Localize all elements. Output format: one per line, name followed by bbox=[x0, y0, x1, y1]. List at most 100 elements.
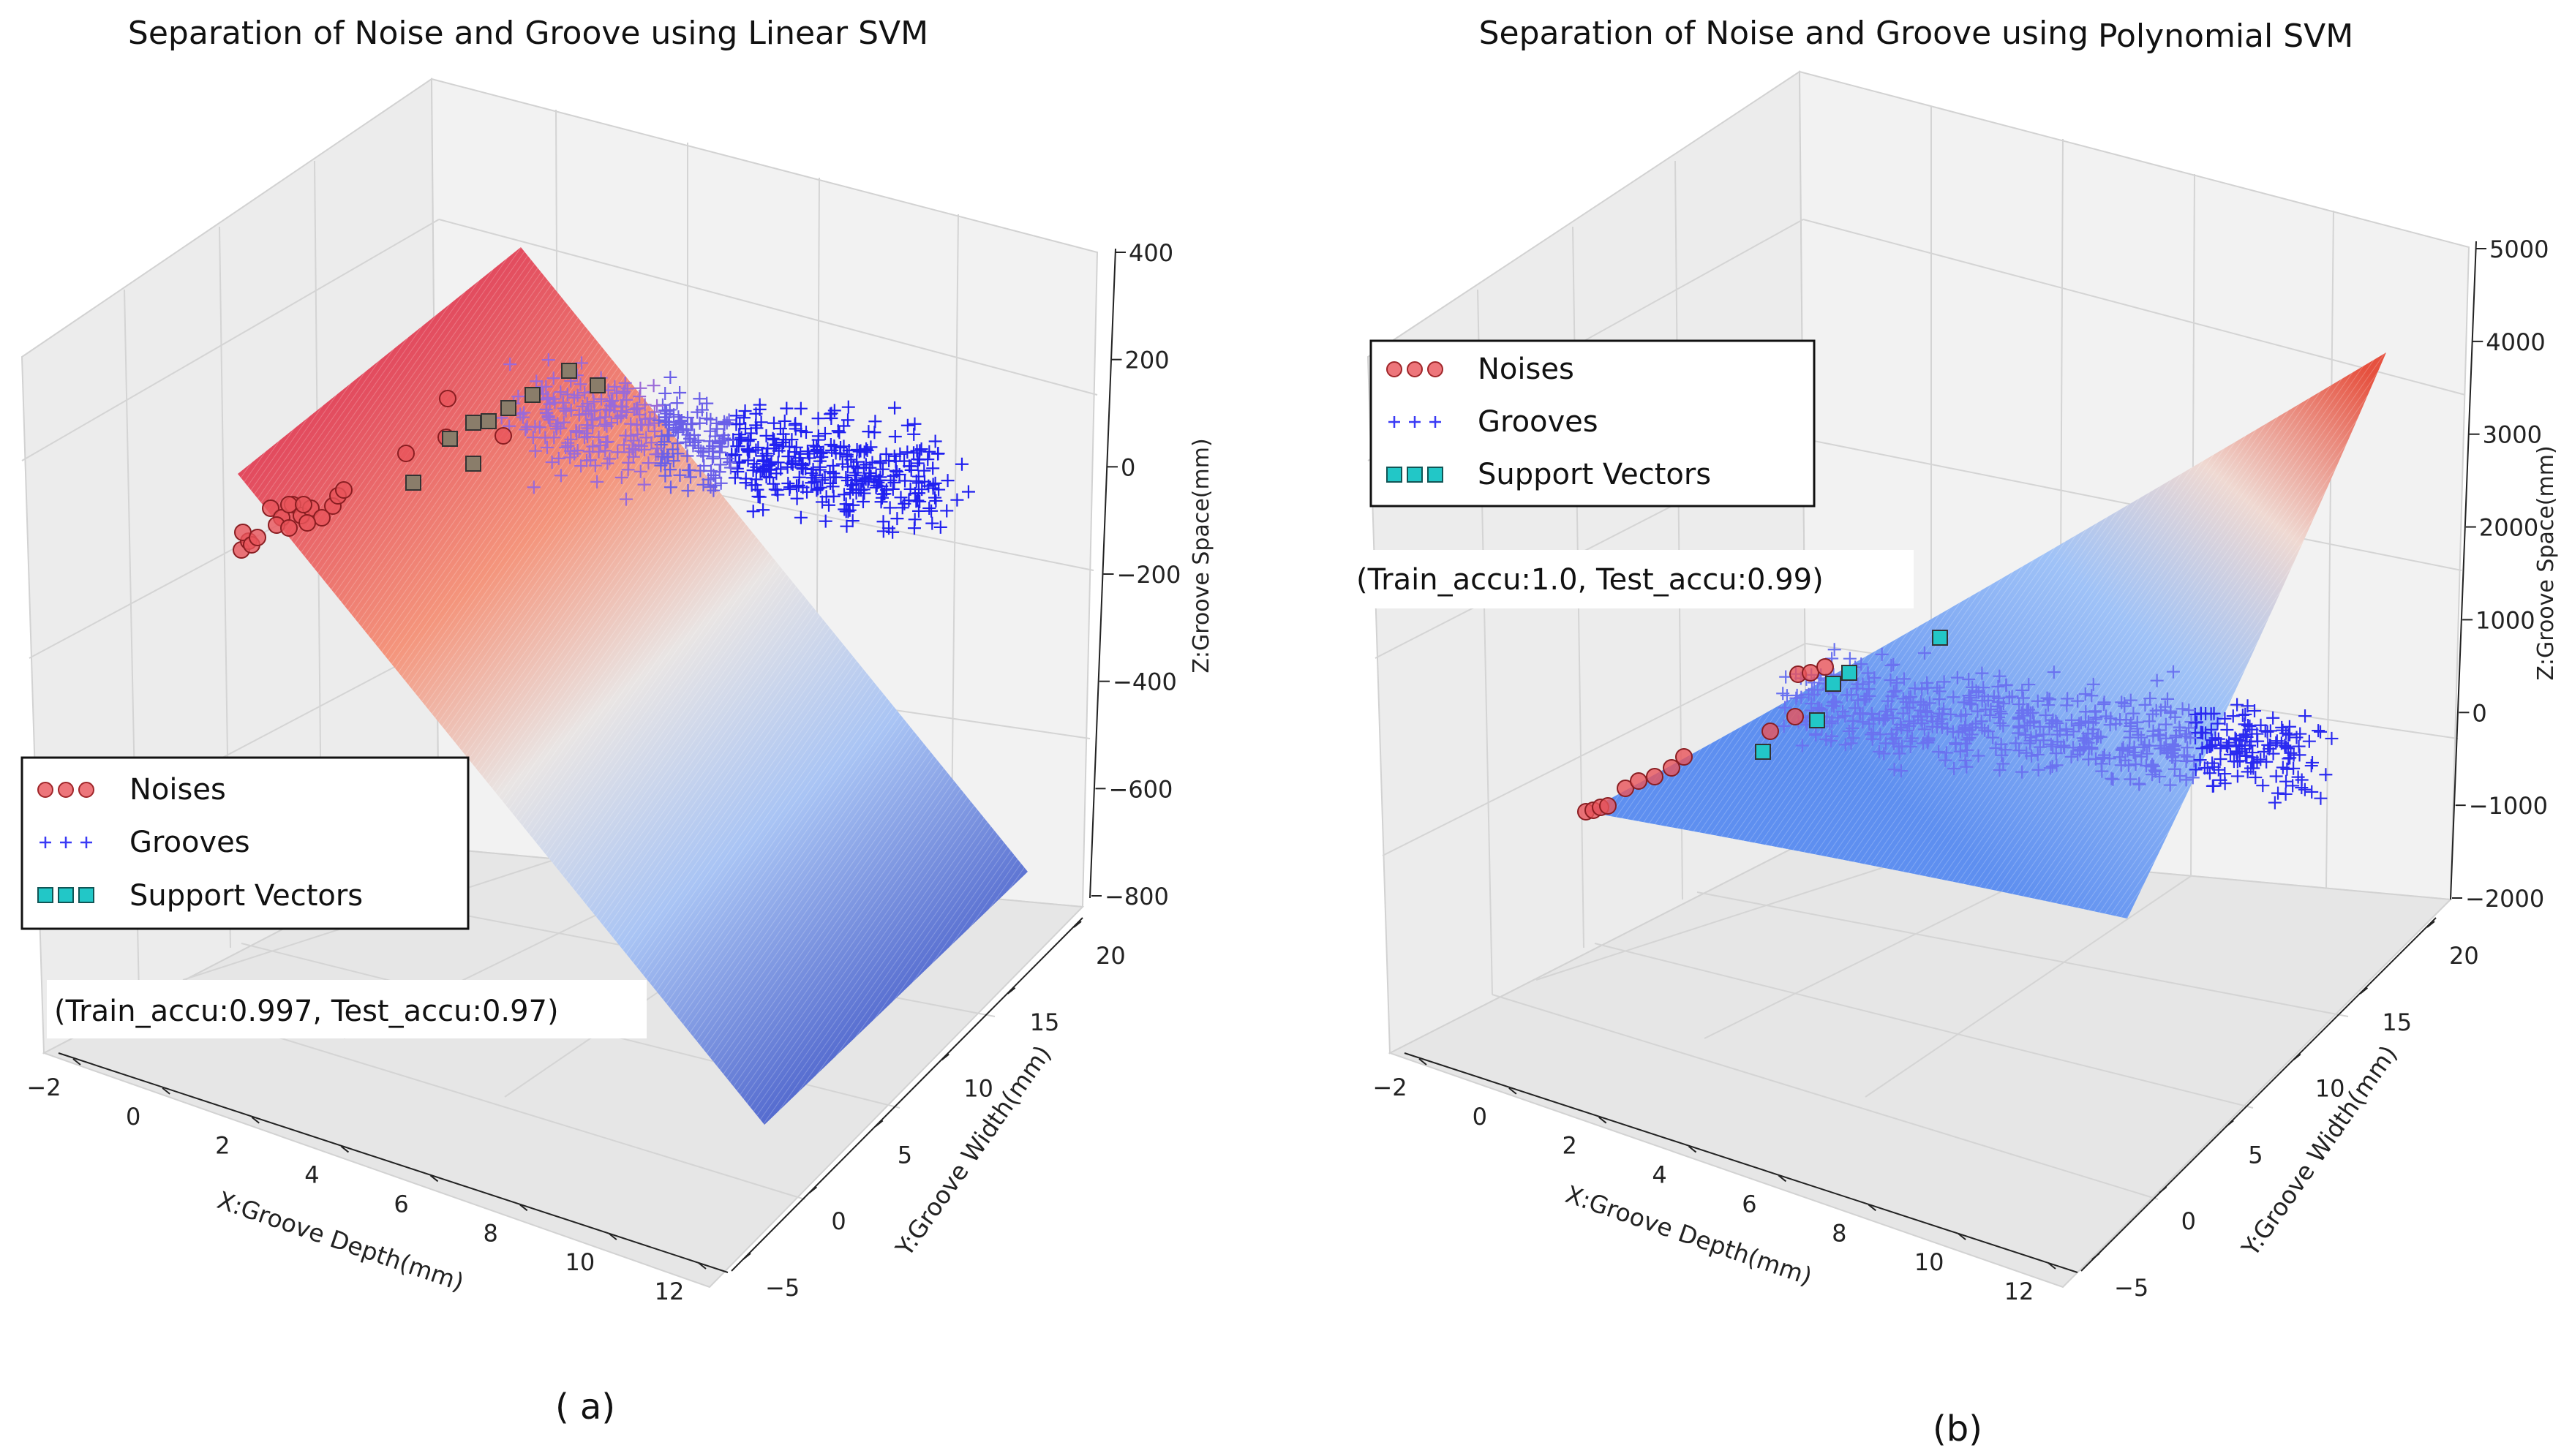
support-vector-point bbox=[465, 456, 481, 472]
groove-point bbox=[2286, 779, 2300, 793]
groove-point bbox=[715, 440, 729, 453]
groove-point bbox=[1971, 749, 1985, 763]
groove-point bbox=[2012, 720, 2026, 733]
groove-point bbox=[538, 431, 552, 445]
groove-point bbox=[1881, 694, 1895, 708]
groove-point bbox=[2148, 764, 2162, 778]
groove-point bbox=[2160, 747, 2174, 761]
groove-point bbox=[1810, 683, 1824, 697]
groove-point bbox=[642, 418, 655, 432]
groove-point bbox=[557, 415, 571, 429]
groove-point bbox=[2257, 744, 2271, 758]
groove-point bbox=[601, 434, 614, 448]
groove-point bbox=[1995, 748, 2009, 762]
groove-point bbox=[567, 391, 581, 404]
noise-point bbox=[1646, 768, 1663, 785]
groove-point bbox=[813, 480, 827, 494]
groove-point bbox=[2211, 717, 2225, 731]
groove-point bbox=[1971, 704, 1985, 718]
groove-point bbox=[1789, 691, 1803, 705]
groove-point bbox=[1897, 672, 1911, 686]
z-ticks-b: −2000 −1000 0 1000 2000 3000 4000 5000 bbox=[2452, 235, 2549, 913]
groove-point bbox=[790, 491, 804, 505]
groove-point bbox=[813, 460, 827, 474]
groove-point bbox=[2041, 698, 2055, 712]
noise-point bbox=[295, 496, 312, 513]
groove-point bbox=[1993, 716, 2007, 730]
groove-point bbox=[1894, 717, 1908, 731]
tick-mark bbox=[2048, 1262, 2056, 1270]
groove-point bbox=[539, 407, 553, 420]
caption-a: ( a) bbox=[555, 1387, 615, 1427]
groove-point bbox=[2146, 707, 2159, 721]
noise-point bbox=[1617, 780, 1634, 797]
groove-point bbox=[2002, 690, 2016, 704]
tick-label: 5 bbox=[2248, 1141, 2263, 1169]
groove-point bbox=[2049, 714, 2063, 728]
groove-point bbox=[868, 426, 881, 440]
groove-point bbox=[713, 458, 727, 472]
groove-point bbox=[879, 447, 893, 461]
groove-point bbox=[746, 505, 760, 518]
groove-point bbox=[843, 486, 857, 499]
tick-label: 1000 bbox=[2475, 606, 2535, 634]
groove-point bbox=[2278, 739, 2292, 752]
groove-point bbox=[2243, 720, 2257, 733]
groove-point bbox=[581, 430, 595, 444]
groove-point bbox=[2189, 716, 2203, 730]
groove-point bbox=[1843, 652, 1857, 665]
groove-point bbox=[2054, 740, 2068, 754]
support-vector-point bbox=[481, 413, 497, 429]
groove-point bbox=[1975, 666, 1989, 680]
groove-point bbox=[840, 519, 854, 533]
support-vector-point bbox=[500, 400, 516, 416]
groove-point bbox=[2129, 758, 2143, 772]
tick-mark bbox=[162, 1087, 170, 1095]
groove-point bbox=[790, 479, 804, 493]
groove-point bbox=[2230, 755, 2244, 769]
groove-point bbox=[834, 441, 848, 455]
groove-point bbox=[1899, 695, 1913, 709]
groove-point bbox=[1860, 690, 1874, 704]
groove-point bbox=[1844, 688, 1858, 702]
annotation-bg-b bbox=[1350, 550, 1914, 608]
tick-label: 8 bbox=[484, 1219, 498, 1247]
groove-point bbox=[627, 434, 641, 448]
groove-point bbox=[608, 400, 622, 414]
groove-point bbox=[841, 400, 855, 414]
tick-label: 10 bbox=[1914, 1248, 1944, 1276]
groove-point bbox=[2157, 741, 2171, 755]
tick-label: −200 bbox=[1117, 561, 1181, 589]
groove-point bbox=[2046, 713, 2060, 727]
groove-point bbox=[767, 416, 781, 430]
groove-point bbox=[620, 405, 633, 419]
groove-point bbox=[2173, 769, 2187, 782]
tick-label: 6 bbox=[394, 1190, 408, 1218]
tick-label: 12 bbox=[655, 1278, 685, 1305]
groove-point bbox=[1913, 704, 1927, 717]
groove-point bbox=[666, 442, 680, 456]
groove-point bbox=[2020, 746, 2034, 760]
groove-point bbox=[658, 435, 672, 449]
groove-point bbox=[2088, 705, 2102, 719]
groove-point bbox=[2167, 762, 2181, 776]
tick-mark bbox=[2359, 987, 2369, 995]
tick-mark bbox=[609, 1233, 617, 1240]
groove-point bbox=[2086, 677, 2100, 691]
groove-point bbox=[2082, 752, 2096, 766]
groove-point bbox=[1920, 705, 1934, 719]
groove-point bbox=[696, 478, 710, 491]
groove-point bbox=[2124, 693, 2137, 707]
groove-point bbox=[747, 457, 761, 471]
groove-point bbox=[753, 490, 767, 504]
groove-point bbox=[1865, 706, 1879, 720]
groove-point bbox=[1932, 744, 1946, 758]
groove-point bbox=[785, 433, 799, 447]
tick-label: 200 bbox=[1125, 347, 1170, 374]
groove-point bbox=[898, 474, 912, 488]
groove-point bbox=[2260, 725, 2274, 739]
groove-point bbox=[2091, 729, 2105, 743]
groove-point bbox=[2248, 704, 2261, 718]
